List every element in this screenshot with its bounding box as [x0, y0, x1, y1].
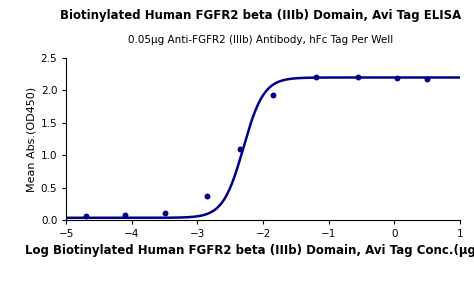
Point — [423, 77, 431, 82]
Y-axis label: Mean Abs.(OD450): Mean Abs.(OD450) — [27, 87, 36, 192]
Point — [394, 76, 401, 80]
Point — [312, 75, 319, 80]
Point — [203, 194, 211, 199]
Point — [355, 75, 362, 80]
Text: 0.05μg Anti-FGFR2 (IIIb) Antibody, hFc Tag Per Well: 0.05μg Anti-FGFR2 (IIIb) Antibody, hFc T… — [128, 35, 393, 45]
Point — [269, 93, 277, 97]
X-axis label: Log Biotinylated Human FGFR2 beta (IIIb) Domain, Avi Tag Conc.(μg/ml): Log Biotinylated Human FGFR2 beta (IIIb)… — [25, 244, 474, 257]
Text: Biotinylated Human FGFR2 beta (IIIb) Domain, Avi Tag ELISA: Biotinylated Human FGFR2 beta (IIIb) Dom… — [60, 9, 461, 22]
Point — [82, 213, 90, 218]
Point — [121, 213, 129, 218]
Point — [161, 210, 168, 215]
Point — [237, 147, 244, 151]
